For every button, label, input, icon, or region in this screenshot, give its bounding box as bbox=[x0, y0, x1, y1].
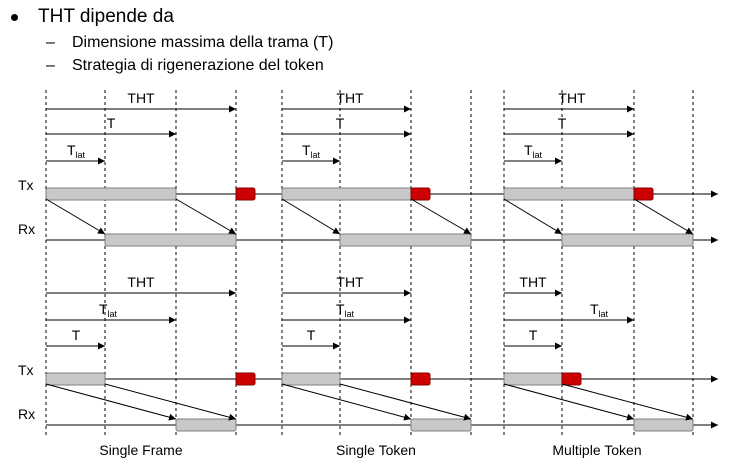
caption-single-token: Single Token bbox=[336, 442, 416, 458]
token-top-single-frame bbox=[235, 187, 256, 201]
token-bottom-single-token bbox=[410, 372, 431, 386]
tht-top-single-frame-label: THT bbox=[127, 90, 155, 106]
tlat-top-single-frame-label: Tlat bbox=[67, 142, 86, 160]
token-top-multiple-token bbox=[633, 187, 654, 201]
tht-top-multiple-token-label: THT bbox=[558, 90, 586, 106]
sub-bullet-token-strategy: Strategia di rigenerazione del token bbox=[72, 57, 324, 74]
t-bottom-single-frame-label: T bbox=[72, 327, 81, 343]
tx-frame-bottom-single-token bbox=[281, 372, 341, 386]
rx-frame-bottom-single-token bbox=[410, 418, 472, 432]
tx-row-label-bottom: Tx bbox=[18, 362, 34, 378]
tlat-bottom-single-frame-label: Tlat bbox=[99, 301, 118, 319]
prop-start-top-single-frame bbox=[45, 198, 106, 235]
token-bottom-multiple-token bbox=[561, 372, 582, 386]
tht-bottom-multiple-token-label: THT bbox=[519, 274, 547, 290]
caption-multiple-token: Multiple Token bbox=[552, 442, 641, 458]
tht-bottom-single-frame-label: THT bbox=[127, 274, 155, 290]
bullet-dot-icon bbox=[11, 14, 18, 21]
tx-frame-bottom-single-frame bbox=[45, 372, 106, 386]
tx-frame-bottom-multiple-token bbox=[503, 372, 563, 386]
tlat-bottom-single-token-label: Tlat bbox=[336, 301, 355, 319]
slide-heading: THT dipende da bbox=[38, 6, 174, 27]
prop-end-top-single-frame bbox=[175, 198, 237, 235]
prop-end-bottom-single-token bbox=[339, 383, 472, 421]
t-top-single-frame-label: T bbox=[107, 115, 116, 131]
tx-frame-top-single-token bbox=[281, 187, 412, 201]
tht-bottom-single-token-label: THT bbox=[336, 274, 364, 290]
rx-frame-bottom-single-frame bbox=[175, 418, 237, 432]
tx-frame-top-single-frame bbox=[45, 187, 177, 201]
rx-frame-bottom-multiple-token bbox=[633, 418, 694, 432]
sub-bullet-dash-2: – bbox=[46, 57, 55, 74]
rx-frame-top-single-token bbox=[339, 233, 472, 247]
tx-row-label-top: Tx bbox=[18, 177, 34, 193]
tht-top-single-token-label: THT bbox=[336, 90, 364, 106]
tlat-top-multiple-token-label: Tlat bbox=[524, 142, 543, 160]
prop-end-top-single-token bbox=[410, 198, 472, 235]
prop-start-bottom-single-frame bbox=[45, 383, 177, 421]
prop-end-top-multiple-token bbox=[633, 198, 694, 235]
t-bottom-single-token-label: T bbox=[307, 327, 316, 343]
prop-end-bottom-single-frame bbox=[104, 383, 237, 421]
token-bottom-single-frame bbox=[235, 372, 256, 386]
rx-row-label-bottom: Rx bbox=[18, 406, 35, 422]
t-top-multiple-token-label: T bbox=[558, 115, 567, 131]
prop-end-bottom-multiple-token bbox=[561, 383, 694, 421]
prop-start-top-multiple-token bbox=[503, 198, 563, 235]
rx-row-label-top: Rx bbox=[18, 221, 35, 237]
rx-frame-top-single-frame bbox=[104, 233, 237, 247]
tlat-top-single-token-label: Tlat bbox=[302, 142, 321, 160]
t-top-single-token-label: T bbox=[336, 115, 345, 131]
prop-start-bottom-single-token bbox=[281, 383, 412, 421]
t-bottom-multiple-token-label: T bbox=[529, 327, 538, 343]
tlat-bottom-multiple-token-label: Tlat bbox=[590, 301, 609, 319]
prop-start-top-single-token bbox=[281, 198, 341, 235]
sub-bullet-frame-size: Dimensione massima della trama (T) bbox=[72, 34, 334, 51]
tx-frame-top-multiple-token bbox=[503, 187, 635, 201]
rx-frame-top-multiple-token bbox=[561, 233, 694, 247]
sub-bullet-dash-1: – bbox=[46, 34, 55, 51]
caption-single-frame: Single Frame bbox=[99, 442, 182, 458]
prop-start-bottom-multiple-token bbox=[503, 383, 635, 421]
token-top-single-token bbox=[410, 187, 431, 201]
